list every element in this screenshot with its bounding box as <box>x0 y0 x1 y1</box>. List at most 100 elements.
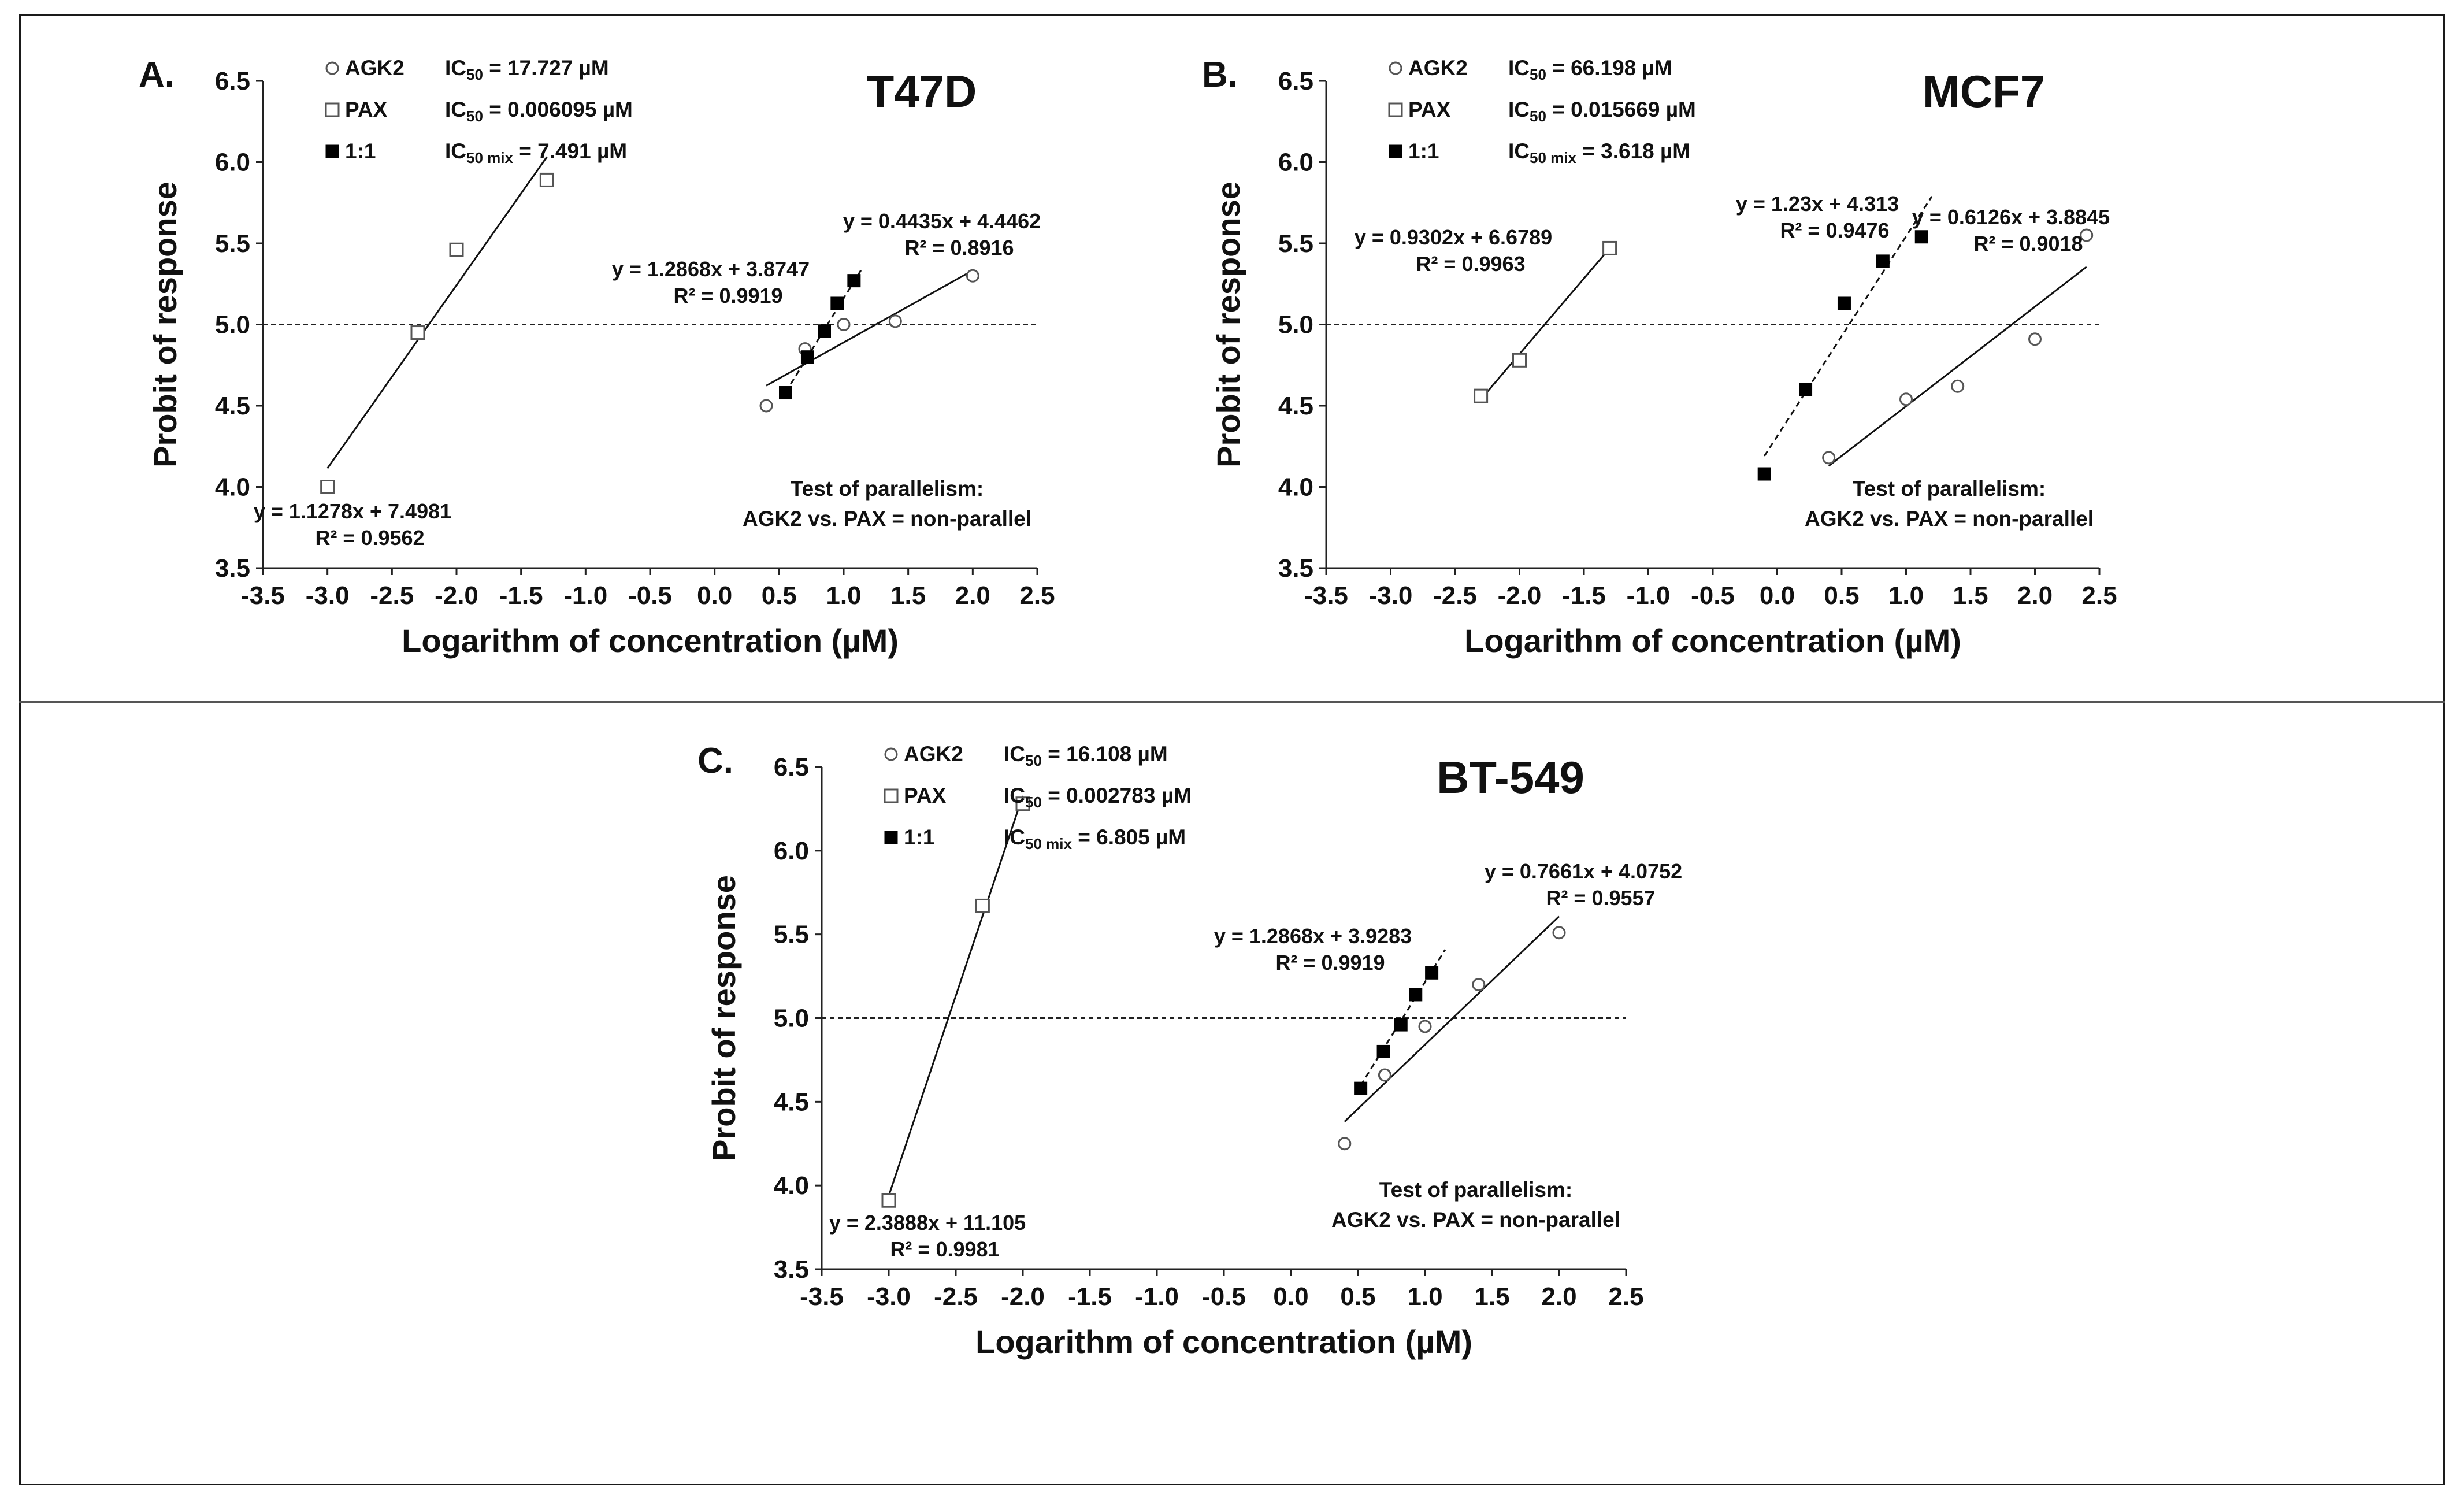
ic50-prefix: IC <box>1508 98 1530 121</box>
x-tick-label: -2.0 <box>1498 581 1542 610</box>
data-point-pax <box>410 325 425 340</box>
fit-equation: y = 1.2868x + 3.9283 <box>1214 924 1412 948</box>
fit-line-agk2 <box>1344 915 1560 1122</box>
y-tick-label: 4.5 <box>215 392 250 420</box>
data-point-1-1 <box>1757 467 1771 481</box>
fit-r-squared: R² = 0.9557 <box>1546 886 1655 910</box>
ic50-value: = 0.015669 µM <box>1546 98 1696 121</box>
x-tick-label: -1.5 <box>1562 581 1606 610</box>
fit-r-squared: R² = 0.9919 <box>1275 951 1385 974</box>
data-point-agk2 <box>837 318 851 331</box>
ic50-subscript: 50 <box>1530 108 1546 125</box>
x-tick-label: 2.5 <box>1608 1282 1643 1311</box>
ic50-prefix: IC <box>1004 825 1025 849</box>
x-tick-label: 0.5 <box>762 581 797 610</box>
legend-marker <box>884 788 899 803</box>
parallelism-note-title: Test of parallelism: <box>791 477 984 501</box>
ic50-label: IC50 = 17.727 µM <box>445 56 609 83</box>
ic50-label: IC50 = 0.002783 µM <box>1004 784 1192 811</box>
y-tick-label: 6.5 <box>1278 67 1313 95</box>
cell-line-title: MCF7 <box>1923 66 2045 117</box>
x-tick-label: 0.0 <box>697 581 732 610</box>
panel-letter: B. <box>1202 55 1238 95</box>
fit-r-squared: R² = 0.9963 <box>1416 252 1525 276</box>
ic50-prefix: IC <box>1004 784 1025 807</box>
parallelism-note-title: Test of parallelism: <box>1853 477 2046 501</box>
legend-label: AGK2 <box>1408 56 1468 80</box>
y-tick-label: 3.5 <box>774 1255 809 1284</box>
x-tick-label: 2.0 <box>1541 1282 1576 1311</box>
ic50-prefix: IC <box>1004 742 1025 766</box>
data-point-agk2 <box>1822 451 1836 465</box>
legend-label: AGK2 <box>904 742 963 766</box>
panel-letter: C. <box>697 741 733 781</box>
y-axis-title: Probit of response <box>1210 181 1246 468</box>
y-tick-label: 6.0 <box>215 149 250 177</box>
fit-r-squared: R² = 0.9919 <box>673 284 782 307</box>
data-point-1-1 <box>800 350 814 364</box>
x-tick-label: 2.0 <box>2017 581 2053 610</box>
y-tick-label: 4.5 <box>774 1088 809 1116</box>
x-tick-label: 2.5 <box>1019 581 1055 610</box>
x-axis-title: Logarithm of concentration (µM) <box>402 622 899 659</box>
ic50-value: = 17.727 µM <box>483 56 609 80</box>
y-tick-label: 5.0 <box>774 1004 809 1033</box>
y-tick-label: 4.5 <box>1278 392 1313 420</box>
legend-label: PAX <box>1408 98 1451 121</box>
fit-line-pax <box>1480 247 1610 400</box>
ic50-value: = 0.002783 µM <box>1042 784 1192 807</box>
data-point-1-1 <box>1914 230 1928 244</box>
x-tick-label: -3.5 <box>800 1282 844 1311</box>
x-tick-label: 0.5 <box>1824 581 1859 610</box>
x-tick-label: 1.5 <box>1474 1282 1509 1311</box>
x-tick-label: -3.5 <box>241 581 285 610</box>
x-tick-label: -3.0 <box>867 1282 911 1311</box>
y-tick-label: 5.5 <box>1278 229 1313 258</box>
fit-r-squared: R² = 0.9981 <box>890 1237 999 1261</box>
chart-panel-c: 3.5 4.0 4.5 5.0 5.5 6.0 6.5 -3.5 -3.0 -2.5 -2.0 -1.… <box>697 741 1682 1360</box>
data-point-1-1 <box>1394 1018 1408 1032</box>
ic50-prefix: IC <box>445 56 466 80</box>
x-tick-label: 1.0 <box>1888 581 1924 610</box>
data-point-pax <box>1015 796 1030 811</box>
fit-line-agk2 <box>1828 266 2087 467</box>
legend-marker <box>884 831 898 844</box>
x-axis-title: Logarithm of concentration (µM) <box>975 1324 1472 1360</box>
x-tick-label: 1.0 <box>826 581 861 610</box>
chart-panel-b: 3.5 4.0 4.5 5.0 5.5 6.0 6.5 -3.5 -3.0 -2.5 -2.0 -1.… <box>1202 55 2117 659</box>
ic50-value: = 16.108 µM <box>1042 742 1168 766</box>
x-tick-label: -1.5 <box>1068 1282 1112 1311</box>
data-point-pax <box>1602 240 1617 255</box>
y-tick-label: 4.0 <box>215 473 250 502</box>
data-point-1-1 <box>779 386 792 400</box>
data-point-agk2 <box>1899 392 1913 406</box>
x-tick-label: -0.5 <box>1691 581 1735 610</box>
y-tick-label: 3.5 <box>215 554 250 583</box>
data-point-agk2 <box>1951 379 1965 393</box>
parallelism-note-result: AGK2 vs. PAX = non-parallel <box>1805 507 2094 531</box>
x-tick-label: -0.5 <box>628 581 672 610</box>
y-tick-label: 6.5 <box>774 753 809 781</box>
data-point-1-1 <box>818 324 831 338</box>
legend-marker <box>325 144 339 158</box>
parallelism-note-result: AGK2 vs. PAX = non-parallel <box>743 507 1031 531</box>
cell-line-title: T47D <box>867 66 977 117</box>
ic50-value: = 7.491 µM <box>513 139 627 163</box>
legend-marker <box>1389 144 1402 158</box>
y-tick-label: 6.0 <box>774 837 809 865</box>
fit-equation: y = 2.3888x + 11.105 <box>829 1211 1026 1235</box>
ic50-label: IC50 = 16.108 µM <box>1004 742 1168 769</box>
legend-label: 1:1 <box>1408 139 1439 163</box>
legend-marker <box>884 747 898 761</box>
fit-equation: y = 1.1278x + 7.4981 <box>254 499 451 523</box>
fit-line-pax <box>888 795 1024 1196</box>
x-tick-label: 0.0 <box>1760 581 1795 610</box>
fit-equation: y = 0.7661x + 4.0752 <box>1485 859 1682 883</box>
legend-label: PAX <box>345 98 388 121</box>
x-tick-label: 1.5 <box>890 581 926 610</box>
panel-letter: A. <box>139 55 175 95</box>
data-point-1-1 <box>1876 254 1890 268</box>
y-tick-label: 6.0 <box>1278 149 1313 177</box>
data-point-1-1 <box>1799 383 1813 396</box>
